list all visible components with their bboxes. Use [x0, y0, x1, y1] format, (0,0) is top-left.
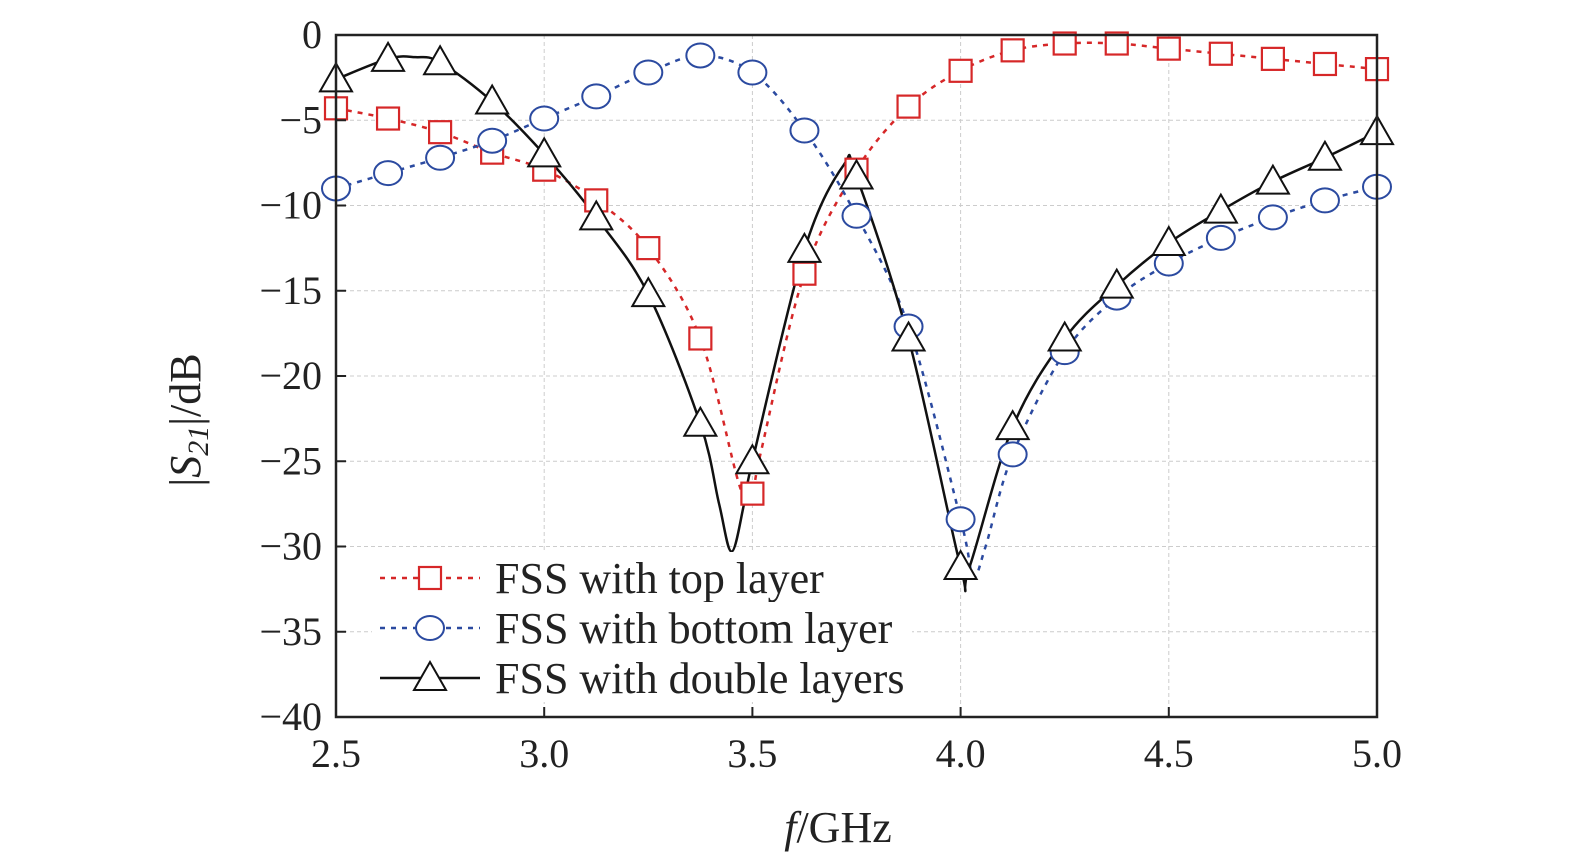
y-tick-label: −30: [259, 524, 322, 569]
y-tick-label: 0: [302, 12, 322, 57]
circle-marker: [581, 83, 612, 110]
square-marker: [1208, 41, 1233, 66]
triangle-marker: [1099, 267, 1135, 299]
y-tick-label: −10: [259, 183, 322, 228]
circle-marker: [1205, 224, 1236, 251]
legend-circle-icon: [415, 615, 445, 641]
y-axis-label: |S21|/dB: [161, 353, 215, 486]
square-marker: [896, 94, 921, 119]
x-tick-label: 5.0: [1352, 731, 1402, 776]
circle-marker: [997, 441, 1028, 468]
y-tick-label: −25: [259, 438, 322, 483]
triangle-marker: [942, 548, 979, 580]
triangle-marker: [422, 44, 458, 76]
triangle-marker: [1203, 192, 1239, 224]
legend-label: FSS with bottom layer: [495, 604, 893, 653]
triangle-marker: [734, 443, 771, 475]
square-marker: [792, 261, 817, 286]
x-tick-label: 4.5: [1144, 731, 1194, 776]
x-tick-label: 3.5: [727, 731, 777, 776]
triangle-marker: [1255, 163, 1291, 195]
square-marker: [1052, 31, 1077, 56]
circle-marker: [789, 117, 820, 144]
square-marker: [1104, 31, 1129, 56]
x-axis-label: f/GHz: [784, 803, 892, 852]
series-curves: [335, 41, 1378, 593]
triangle-marker: [838, 158, 875, 190]
circle-marker: [477, 127, 508, 154]
legend-label: FSS with top layer: [495, 554, 824, 603]
triangle-marker: [526, 136, 562, 168]
triangle-marker: [370, 40, 406, 72]
triangle-marker: [1307, 139, 1343, 171]
circle-marker: [425, 144, 456, 171]
x-tick-label: 2.5: [311, 731, 361, 776]
circle-marker: [373, 160, 404, 187]
legend-label: FSS with double layers: [495, 654, 904, 703]
triangle-marker: [1046, 320, 1083, 352]
square-marker: [688, 326, 713, 351]
circle-marker: [685, 42, 716, 69]
y-tick-label: −15: [259, 268, 322, 313]
triangle-marker: [1151, 224, 1187, 257]
triangle-marker: [474, 83, 510, 115]
square-marker: [948, 58, 973, 83]
triangle-marker: [682, 405, 719, 437]
circle-marker: [1309, 187, 1340, 214]
square-marker: [428, 120, 453, 145]
circle-marker: [633, 59, 664, 86]
triangle-marker: [786, 231, 823, 263]
axis-ticks: 2.5 3.0 3.5 4.0 4.5 5.0 0 −5 −10 −15 −20 −25 −30 −35 −…: [259, 12, 1402, 776]
y-tick-label: −35: [259, 609, 322, 654]
x-tick-label: 4.0: [936, 731, 986, 776]
circle-marker: [841, 202, 872, 229]
circle-marker: [529, 105, 560, 132]
y-tick-label: −20: [259, 353, 322, 398]
triangle-marker: [994, 409, 1031, 441]
triangle-marker: [630, 276, 667, 308]
series-markers: [318, 31, 1395, 580]
square-marker: [375, 106, 401, 131]
circle-marker: [945, 506, 976, 533]
x-tick-label: 3.0: [519, 731, 569, 776]
square-marker: [1156, 36, 1181, 61]
square-marker: [1000, 38, 1025, 63]
triangle-marker: [890, 320, 927, 352]
legend-square-icon: [417, 565, 443, 591]
triangle-marker: [578, 199, 614, 231]
circle-marker: [737, 59, 768, 86]
y-tick-label: −5: [279, 97, 322, 142]
y-tick-label: −40: [259, 694, 322, 739]
square-marker: [1312, 51, 1338, 77]
circle-marker: [1257, 204, 1288, 231]
square-marker: [740, 481, 765, 506]
legend-triangle-icon: [412, 659, 448, 691]
square-marker: [636, 236, 661, 261]
square-marker: [1260, 46, 1286, 71]
